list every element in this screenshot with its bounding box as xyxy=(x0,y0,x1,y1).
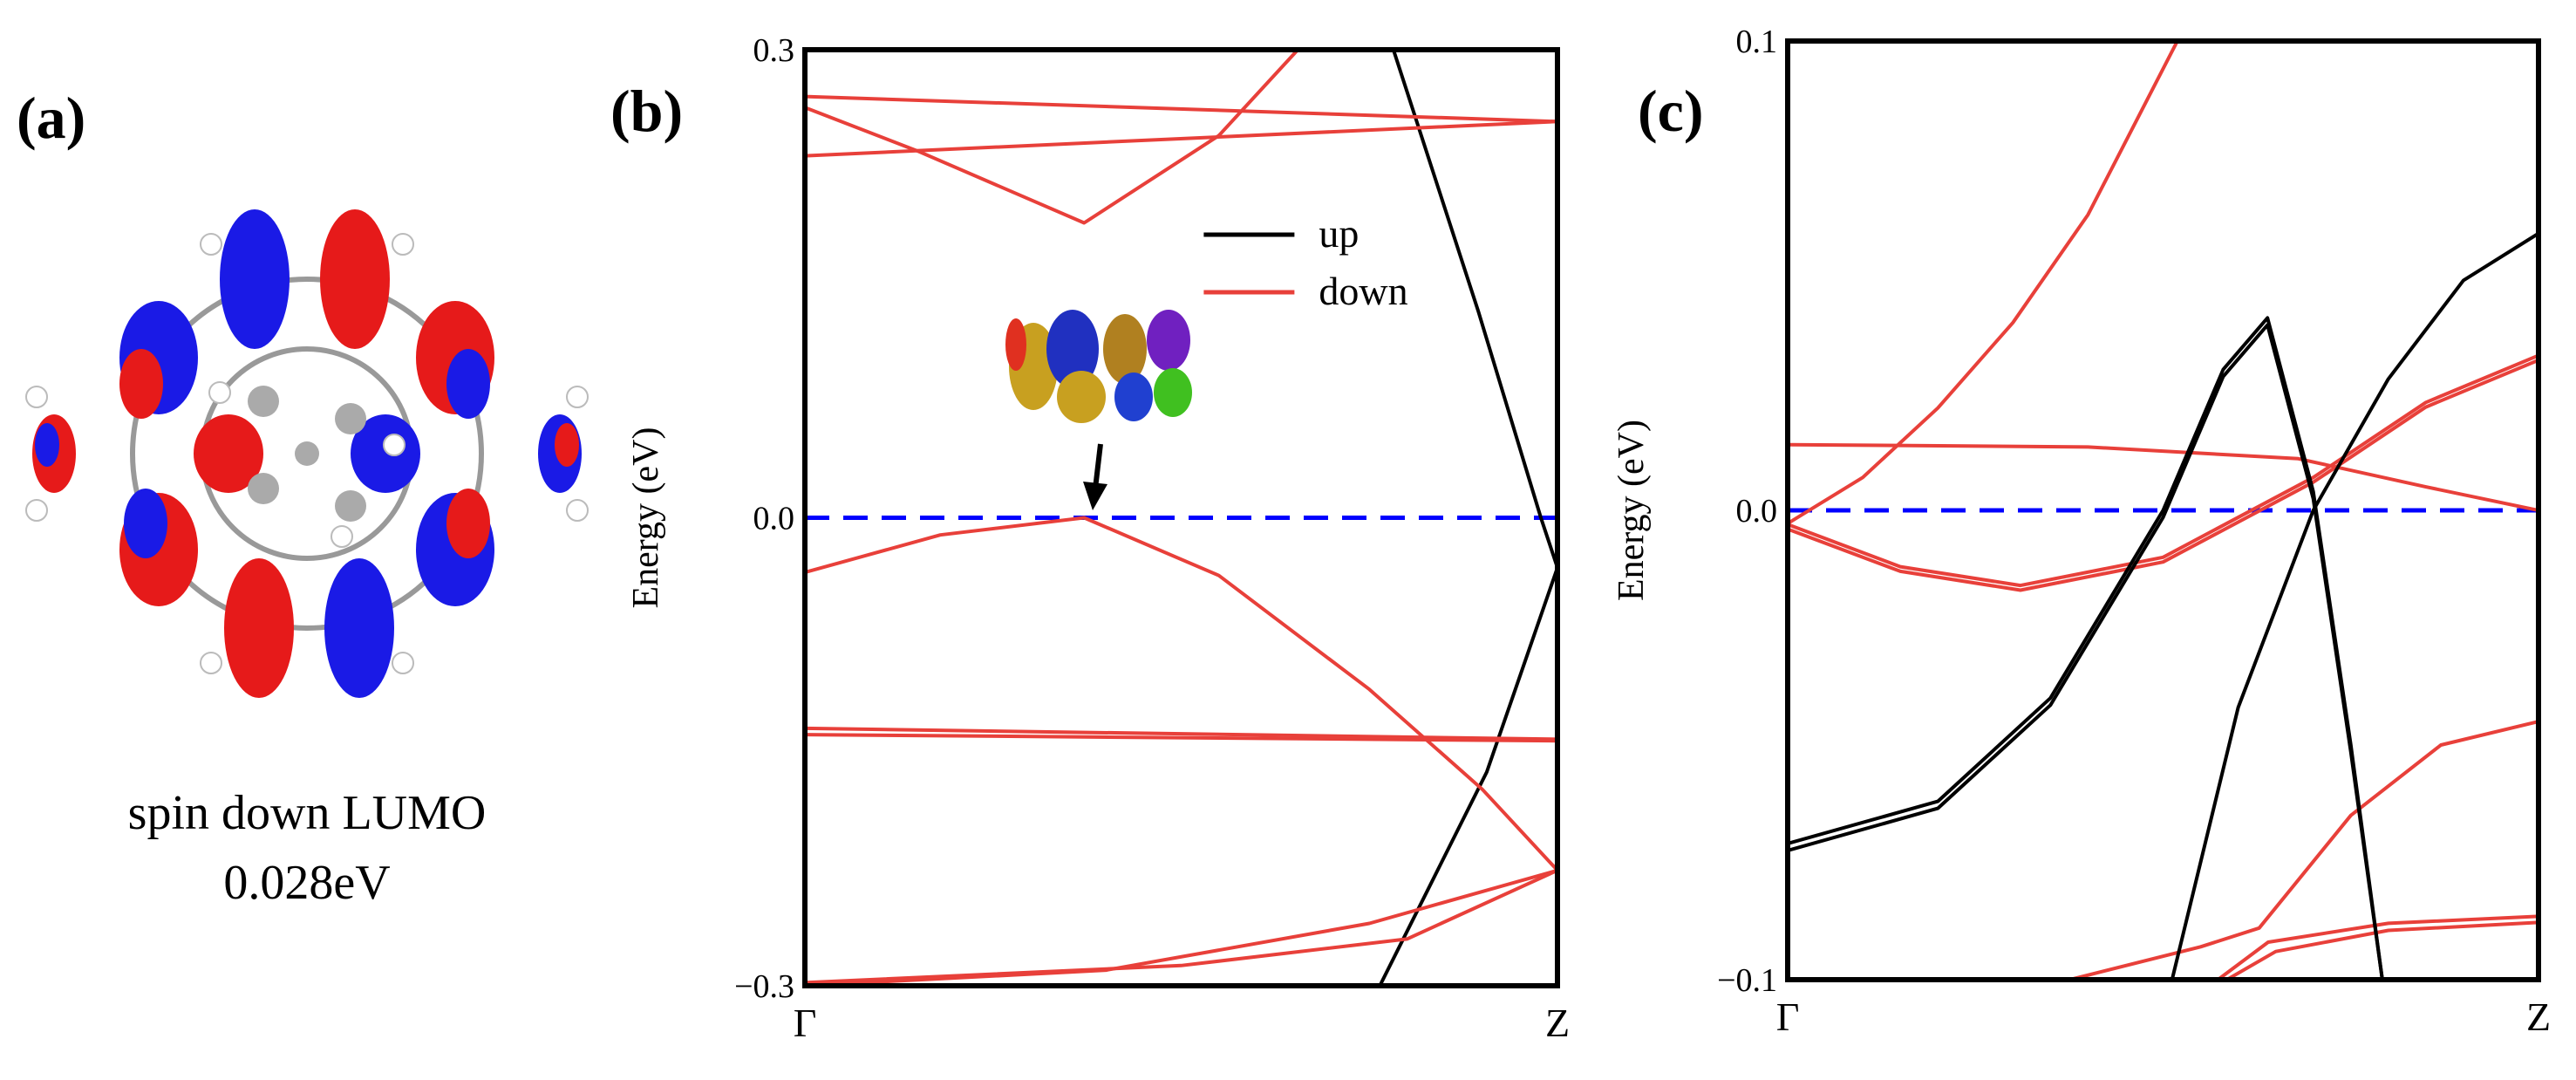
y-tick-label: 0.0 xyxy=(753,501,795,537)
band-line xyxy=(805,726,1557,742)
band-line xyxy=(805,868,1557,986)
band-line xyxy=(1788,358,2539,592)
molecule xyxy=(25,209,589,698)
x-tick-label: Γ xyxy=(794,1001,817,1045)
legend-label: up xyxy=(1319,211,1359,256)
panel-label: (b) xyxy=(610,78,683,144)
x-tick-label: Γ xyxy=(1776,995,1800,1039)
band-line xyxy=(2170,231,2539,980)
band-line xyxy=(805,516,1557,872)
band-line xyxy=(805,868,1557,985)
y-tick-label: −0.3 xyxy=(734,968,794,1005)
band-line xyxy=(1788,353,2539,588)
band-line xyxy=(805,733,1557,743)
band-line xyxy=(1788,442,2539,512)
plot-area xyxy=(1788,41,2539,980)
plot-frame xyxy=(802,47,1560,988)
y-axis-label: Energy (eV) xyxy=(1612,420,1652,601)
legend-label: down xyxy=(1319,269,1407,313)
y-tick-label: 0.3 xyxy=(753,32,795,69)
inset-orbital xyxy=(1005,310,1192,423)
band-line xyxy=(1788,41,2179,525)
panel-label: (a) xyxy=(17,85,85,151)
band-line xyxy=(805,50,1299,225)
y-tick-label: −0.1 xyxy=(1717,962,1777,999)
x-tick-label: Z xyxy=(2526,995,2551,1039)
band-line xyxy=(2217,914,2539,980)
plot-frame xyxy=(1785,38,2541,982)
y-axis-label: Energy (eV) xyxy=(626,427,666,609)
band-line xyxy=(1788,323,2384,980)
plot-area xyxy=(805,50,1557,986)
panel-label: (c) xyxy=(1638,78,1703,144)
band-line xyxy=(2069,720,2539,980)
y-tick-label: 0.1 xyxy=(1736,24,1778,60)
caption: 0.028eV xyxy=(223,856,390,910)
arrow xyxy=(1083,443,1107,510)
band-line xyxy=(2225,920,2539,980)
y-tick-label: 0.0 xyxy=(1736,493,1778,530)
band-line xyxy=(1391,50,1557,569)
x-tick-label: Z xyxy=(1545,1001,1570,1045)
band-line xyxy=(805,120,1557,158)
caption: spin down LUMO xyxy=(128,786,487,840)
band-line xyxy=(805,94,1557,124)
band-line xyxy=(1378,567,1557,986)
